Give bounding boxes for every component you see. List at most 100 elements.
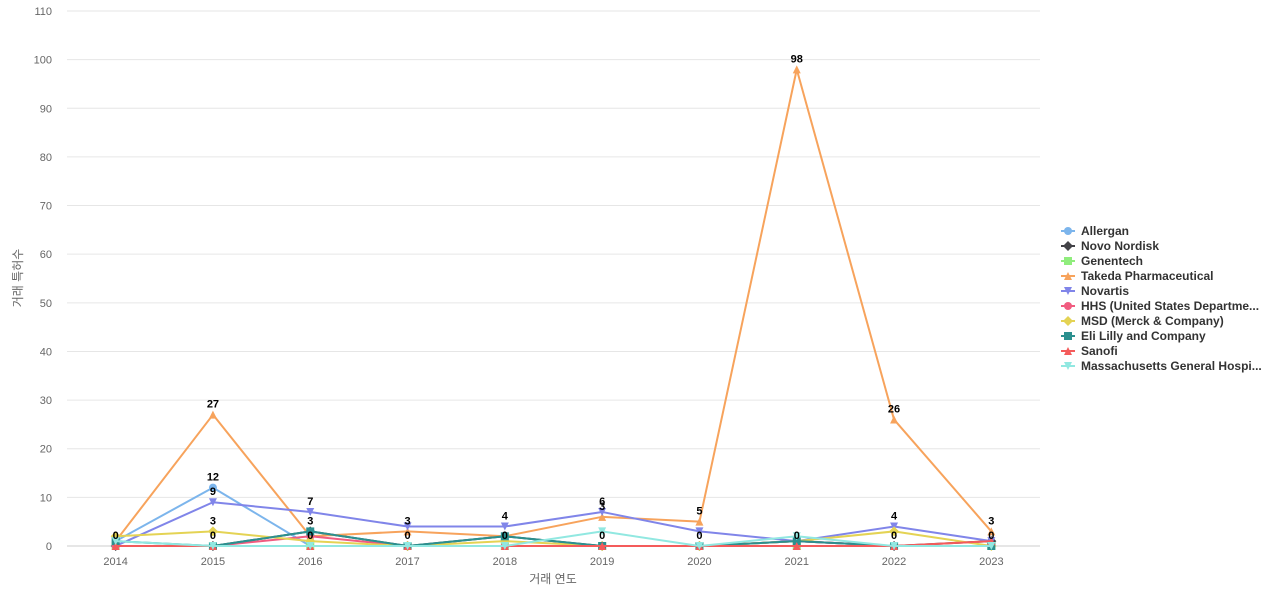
data-point[interactable] [890, 415, 899, 424]
data-label: 0 [210, 530, 216, 542]
data-point[interactable] [500, 532, 509, 541]
data-point[interactable] [403, 527, 412, 536]
data-label: 0 [794, 530, 800, 542]
x-tick-label: 2023 [979, 556, 1003, 568]
legend-marker[interactable] [1064, 347, 1072, 355]
legend-marker[interactable] [1064, 302, 1072, 310]
x-tick-label: 2016 [298, 556, 322, 568]
data-point[interactable] [598, 512, 607, 521]
legend-label[interactable]: MSD (Merck & Company) [1081, 314, 1224, 328]
data-point[interactable] [695, 542, 704, 550]
legend-label[interactable]: Takeda Pharmaceutical [1081, 269, 1214, 283]
data-label: 0 [113, 530, 119, 542]
data-point[interactable] [208, 410, 217, 419]
legend-marker[interactable] [1064, 287, 1072, 295]
series-line[interactable] [115, 530, 992, 547]
legend-label[interactable]: Sanofi [1081, 344, 1118, 358]
data-point[interactable] [987, 527, 996, 536]
series-line[interactable] [115, 530, 992, 547]
data-label: 98 [791, 53, 803, 65]
legend-item[interactable]: Massachusetts General Hospi... [1061, 359, 1262, 373]
legend-marker[interactable] [1064, 227, 1072, 235]
data-point[interactable] [111, 537, 120, 546]
data-point[interactable] [306, 507, 315, 516]
legend-label[interactable]: Eli Lilly and Company [1081, 329, 1206, 343]
data-point[interactable] [695, 517, 704, 526]
data-point[interactable] [987, 542, 996, 550]
data-point[interactable] [890, 542, 899, 550]
data-point[interactable] [598, 542, 607, 550]
data-point[interactable] [695, 527, 704, 536]
data-point[interactable] [306, 542, 315, 550]
data-point[interactable] [208, 498, 217, 507]
legend-item[interactable]: Allergan [1061, 224, 1129, 238]
data-point[interactable] [889, 526, 900, 537]
data-point[interactable] [306, 527, 315, 536]
data-label: 3 [988, 515, 994, 527]
data-point[interactable] [598, 507, 607, 516]
x-tick-label: 2021 [785, 556, 809, 568]
data-label: 27 [207, 399, 219, 411]
legend-item[interactable]: Novartis [1061, 284, 1129, 298]
x-tick-label: 2017 [395, 556, 419, 568]
legend-marker[interactable] [1063, 316, 1073, 326]
series-line[interactable] [115, 530, 992, 547]
y-tick-label: 20 [40, 444, 52, 456]
legend-item[interactable]: MSD (Merck & Company) [1061, 314, 1224, 328]
series-group[interactable] [111, 483, 996, 550]
series-group[interactable] [111, 527, 996, 550]
data-label: 0 [502, 530, 508, 542]
legend-marker[interactable] [1063, 241, 1073, 251]
data-point[interactable] [792, 65, 801, 74]
x-tick-label: 2018 [493, 556, 517, 568]
legend-marker[interactable] [1064, 332, 1072, 340]
legend-item[interactable]: HHS (United States Departme... [1061, 299, 1259, 313]
series-line[interactable] [115, 486, 992, 547]
legend-marker[interactable] [1064, 362, 1072, 370]
series-line[interactable] [115, 501, 992, 547]
series-line[interactable] [114, 68, 993, 542]
data-point[interactable] [403, 542, 412, 550]
series-group[interactable] [111, 65, 996, 546]
data-point[interactable] [500, 522, 509, 531]
data-point[interactable] [792, 542, 801, 550]
legend-marker[interactable] [1064, 257, 1072, 265]
legend-item[interactable]: Sanofi [1061, 344, 1118, 358]
x-tick-label: 2014 [103, 556, 127, 568]
data-point[interactable] [500, 542, 509, 550]
legend-item[interactable]: Takeda Pharmaceutical [1061, 269, 1214, 283]
y-tick-label: 40 [40, 346, 52, 358]
data-point[interactable] [403, 522, 412, 531]
data-point[interactable] [111, 542, 120, 550]
legend-label[interactable]: Genentech [1081, 254, 1143, 268]
legend-item[interactable]: Eli Lilly and Company [1061, 329, 1206, 343]
data-label: 6 [599, 496, 605, 508]
legend-item[interactable]: Genentech [1061, 254, 1143, 268]
legend-item[interactable]: Novo Nordisk [1061, 239, 1159, 253]
y-tick-label: 100 [34, 55, 52, 67]
legend-label[interactable]: Massachusetts General Hospi... [1081, 359, 1262, 373]
legend-label[interactable]: HHS (United States Departme... [1081, 299, 1259, 313]
data-point[interactable] [792, 532, 801, 541]
data-label: 3 [210, 515, 216, 527]
data-point[interactable] [207, 526, 218, 537]
data-label: 0 [696, 530, 702, 542]
data-point[interactable] [208, 542, 217, 550]
data-label: 3 [307, 515, 313, 527]
legend-label[interactable]: Allergan [1081, 224, 1129, 238]
data-label: 9 [210, 486, 216, 498]
x-tick-label: 2019 [590, 556, 614, 568]
legend-marker[interactable] [1064, 272, 1072, 280]
data-point[interactable] [598, 527, 607, 536]
legend-label[interactable]: Novo Nordisk [1081, 239, 1159, 253]
data-point[interactable] [792, 537, 801, 546]
data-label: 0 [599, 530, 605, 542]
data-labels: 27 98 26 12 9 7 4 6 4 3 3 5 3 3 3 0 0 0 0 0 0 0 0 0 0 [113, 53, 995, 542]
data-point[interactable] [208, 483, 217, 492]
legend-label[interactable]: Novartis [1081, 284, 1129, 298]
y-tick-label: 10 [40, 492, 52, 504]
